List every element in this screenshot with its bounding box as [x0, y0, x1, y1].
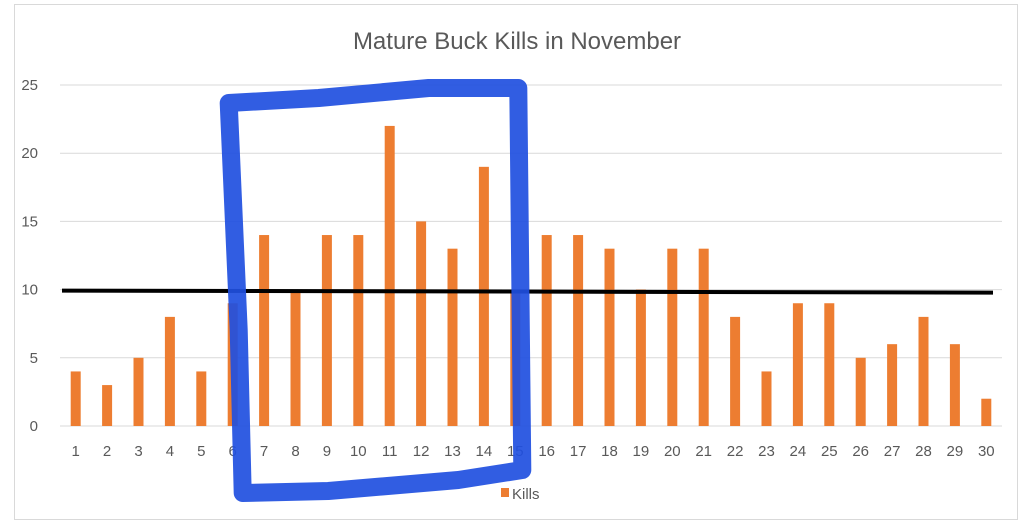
bar: [635, 289, 646, 426]
bar: [949, 344, 960, 426]
chart-title: Mature Buck Kills in November: [353, 28, 681, 55]
x-tick-label: 23: [758, 443, 775, 460]
bar: [102, 385, 113, 426]
x-tick-label: 7: [260, 443, 268, 460]
x-tick-label: 20: [664, 443, 681, 460]
bar: [447, 248, 458, 426]
x-tick-label: 11: [382, 443, 398, 460]
bar: [259, 235, 270, 426]
bar: [792, 303, 803, 426]
legend-label: Kills: [512, 486, 540, 503]
x-axis-ticks: 1 2 3 4 5 6 7 8 9 10 11 12 13 14 15 16 17 18 19 20 21 22 23 24 2…: [72, 443, 995, 460]
bar: [353, 235, 364, 426]
bar: [981, 398, 992, 426]
y-tick-label: 0: [30, 418, 38, 435]
bar: [384, 125, 395, 427]
x-tick-label: 12: [413, 443, 430, 460]
x-tick-label: 13: [444, 443, 461, 460]
x-tick-label: 8: [291, 443, 299, 460]
x-tick-label: 3: [134, 443, 142, 460]
bar: [698, 248, 709, 426]
bar: [573, 235, 584, 426]
bar: [70, 371, 81, 426]
x-tick-label: 10: [350, 443, 367, 460]
y-tick-label: 20: [21, 145, 38, 162]
bar: [478, 166, 489, 426]
bar: [164, 316, 175, 426]
x-tick-label: 9: [323, 443, 331, 460]
x-tick-label: 26: [852, 443, 869, 460]
bar: [196, 371, 207, 426]
x-tick-label: 21: [695, 443, 712, 460]
x-tick-label: 25: [821, 443, 838, 460]
bar: [541, 235, 552, 426]
x-tick-label: 14: [476, 443, 493, 460]
bar: [824, 303, 835, 426]
y-axis-ticks: 0 5 10 15 20 25: [21, 77, 38, 435]
highlight-box: [219, 79, 532, 502]
bar: [321, 235, 332, 426]
x-tick-label: 24: [790, 443, 807, 460]
x-tick-label: 17: [570, 443, 587, 460]
x-tick-label: 5: [197, 443, 205, 460]
bar: [133, 357, 144, 426]
bars: [70, 125, 992, 427]
y-tick-label: 10: [21, 282, 38, 299]
annotations: [61, 79, 994, 502]
bar: [918, 316, 929, 426]
x-tick-label: 18: [601, 443, 618, 460]
bar: [667, 248, 678, 426]
legend-swatch: [501, 488, 509, 497]
x-tick-label: 1: [72, 443, 80, 460]
x-tick-label: 27: [884, 443, 901, 460]
y-tick-label: 5: [30, 350, 38, 367]
x-tick-label: 28: [915, 443, 932, 460]
x-tick-label: 22: [727, 443, 744, 460]
y-tick-label: 15: [21, 213, 38, 230]
bar: [416, 221, 427, 426]
x-tick-label: 30: [978, 443, 995, 460]
bar: [604, 248, 615, 426]
x-tick-label: 4: [166, 443, 174, 460]
x-tick-label: 16: [538, 443, 555, 460]
bar: [855, 357, 866, 426]
y-tick-label: 25: [21, 77, 38, 94]
bar: [761, 371, 772, 426]
x-tick-label: 2: [103, 443, 111, 460]
bar: [887, 344, 898, 426]
legend: Kills: [501, 486, 540, 503]
bar: [730, 316, 741, 426]
x-tick-label: 29: [947, 443, 964, 460]
bar: [290, 289, 301, 426]
x-tick-label: 19: [633, 443, 650, 460]
